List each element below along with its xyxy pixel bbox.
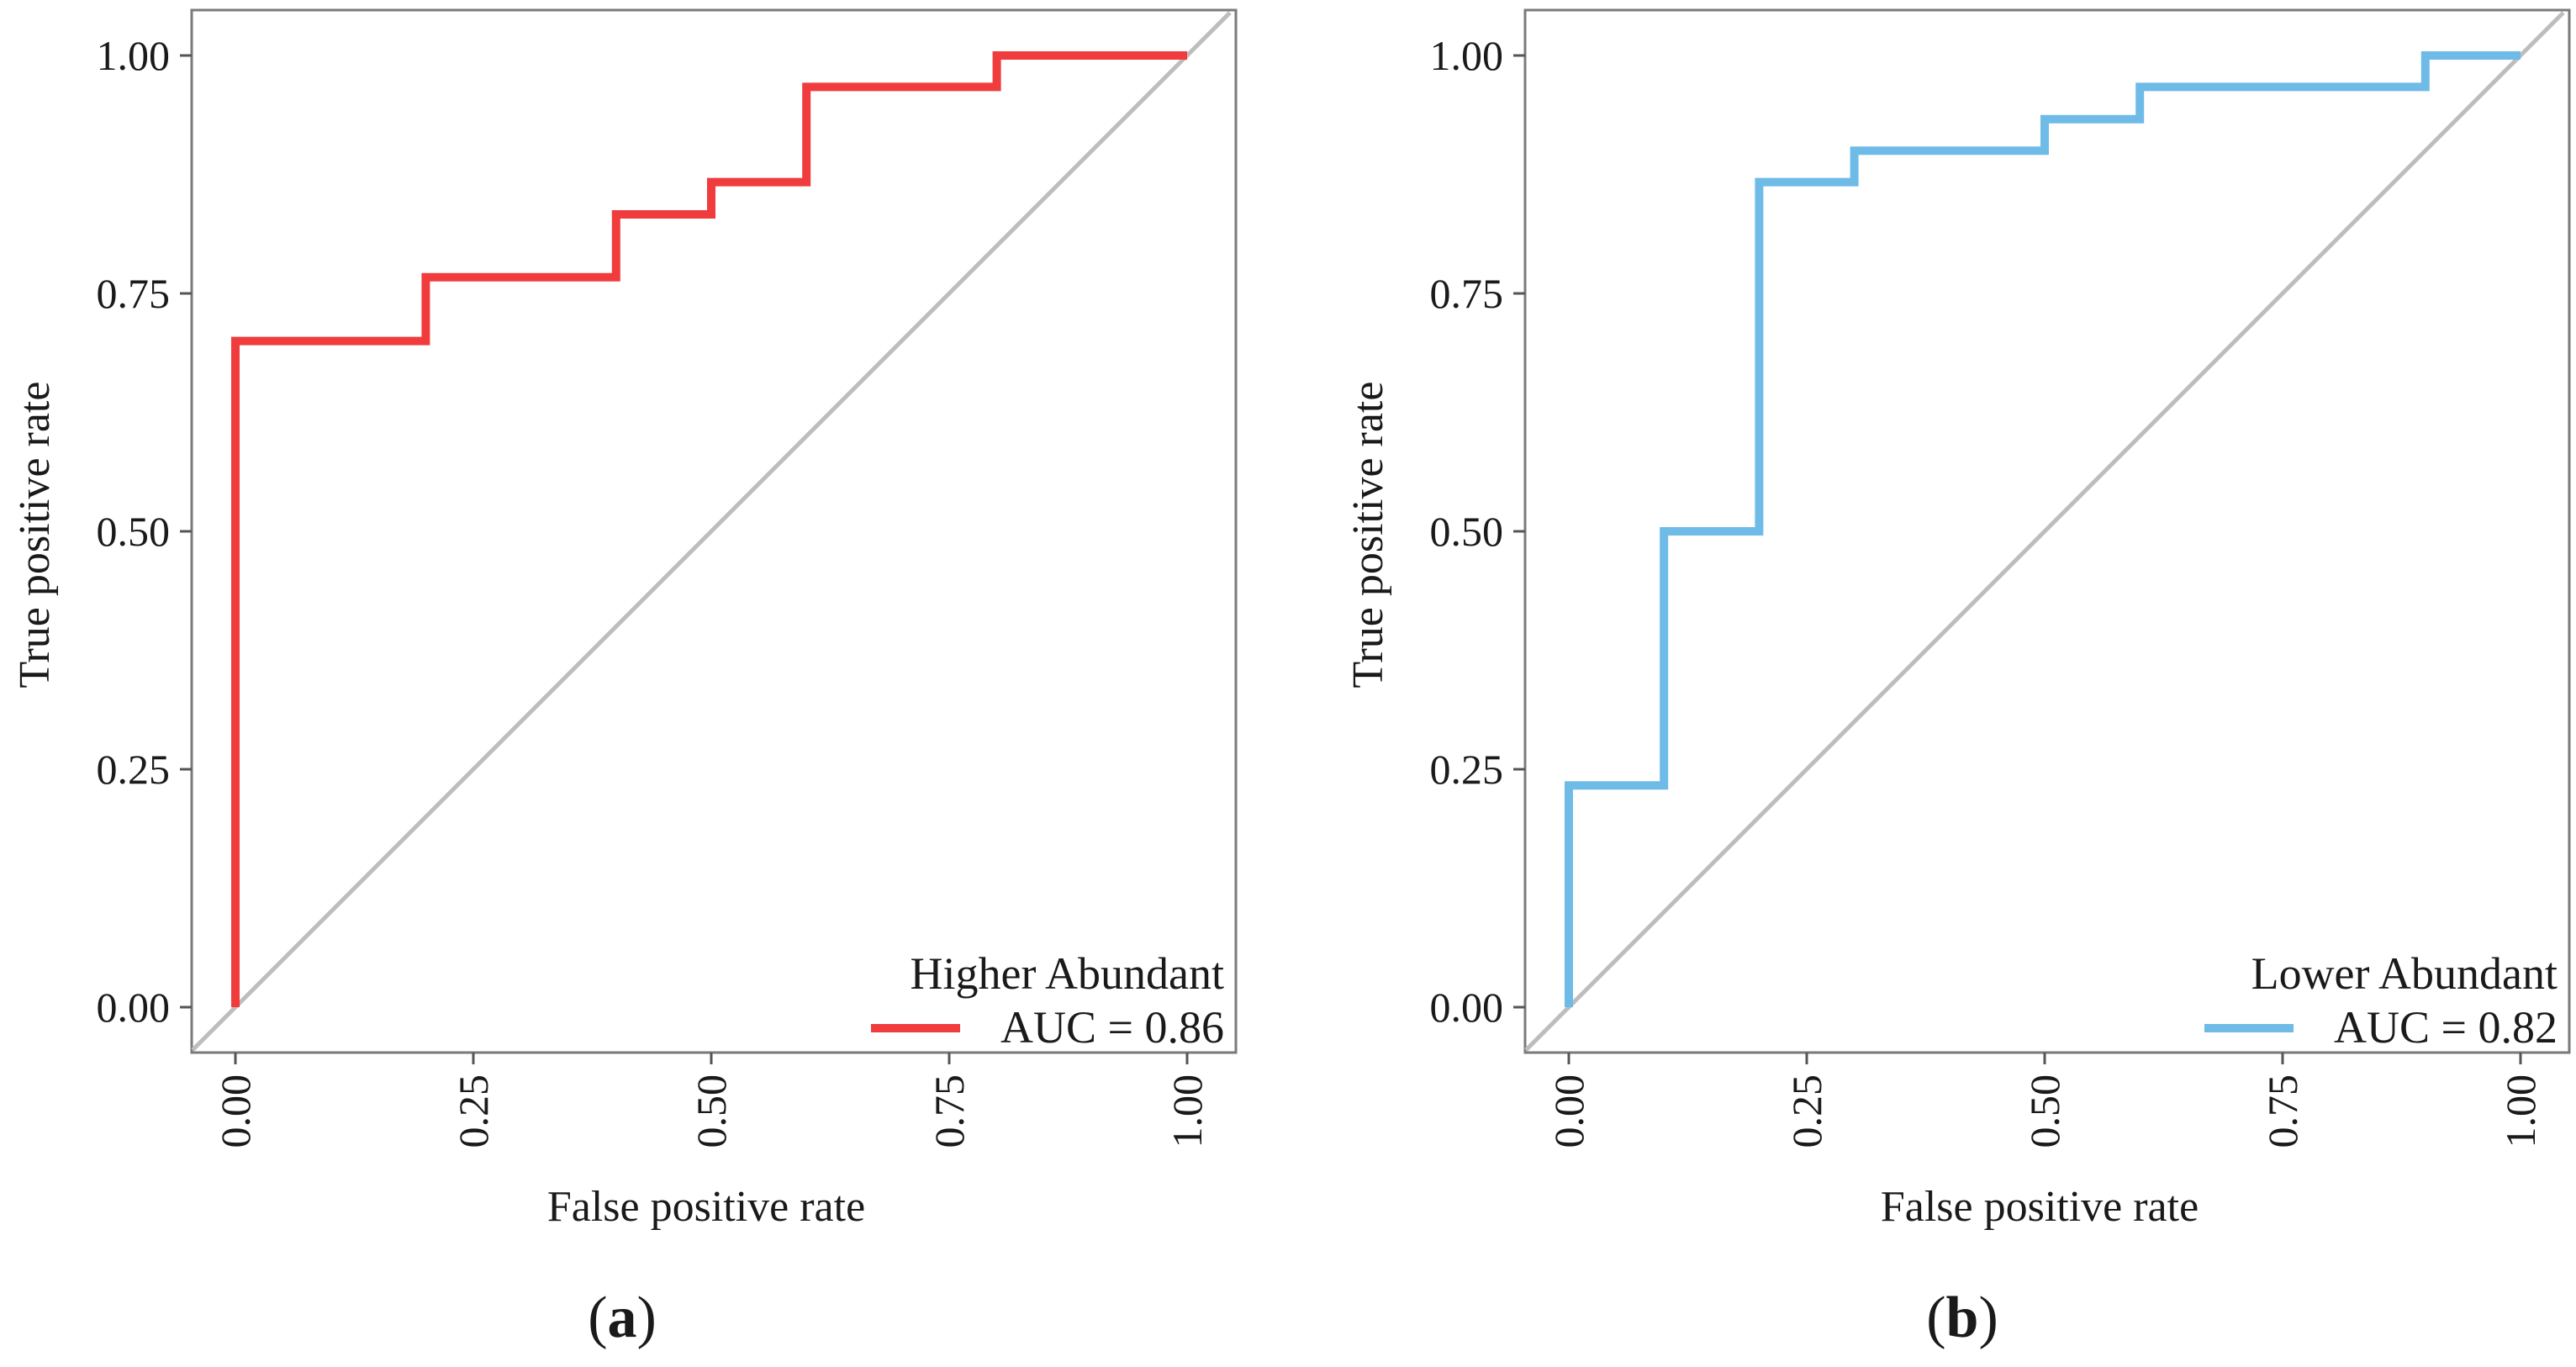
- y-tick-labels: 0.00 0.25 0.50 0.75 1.00: [1430, 32, 1525, 1031]
- x-tick-label: 0.50: [2021, 1074, 2068, 1148]
- legend: Lower Abundant AUC = 0.82: [2204, 948, 2558, 1053]
- x-tick-label: 0.00: [1545, 1074, 1592, 1148]
- x-axis-title: False positive rate: [1881, 1183, 2199, 1231]
- x-tick-label: 1.00: [2497, 1074, 2544, 1148]
- roc-panel-b: 0.00 0.25 0.50 0.75 1.00 0.00 0.25 0.50 0.75 1.0…: [1344, 8, 2571, 1350]
- y-tick-label: 0.25: [1430, 746, 1504, 793]
- x-tick-label: 1.00: [1164, 1074, 1211, 1148]
- y-tick-label: 0.00: [97, 984, 171, 1031]
- legend-label: AUC = 0.82: [2334, 1002, 2558, 1053]
- reference-diagonal-line: [1524, 11, 2565, 1052]
- x-tick-labels: 0.00 0.25 0.50 0.75 1.00: [1545, 1053, 2544, 1148]
- panel-label-b: (b): [1926, 1285, 1998, 1350]
- y-tick-labels: 0.00 0.25 0.50 0.75 1.00: [97, 32, 192, 1031]
- roc-curve-line: [231, 51, 1187, 1007]
- x-tick-labels: 0.00 0.25 0.50 0.75 1.00: [212, 1053, 1211, 1148]
- y-axis-title: True positive rate: [1344, 382, 1392, 689]
- legend: Higher Abundant AUC = 0.86: [871, 948, 1224, 1053]
- paren-open: (: [1926, 1285, 1945, 1350]
- y-tick-label: 0.50: [97, 508, 171, 555]
- x-tick-label: 0.25: [450, 1074, 497, 1148]
- y-axis-title: True positive rate: [11, 382, 59, 689]
- x-axis-title: False positive rate: [547, 1183, 865, 1231]
- roc-curve-line: [1565, 51, 2521, 1007]
- paren-close: ): [637, 1285, 657, 1350]
- y-tick-label: 0.75: [97, 270, 171, 317]
- chart-marks: [191, 11, 1232, 1052]
- legend-title: Higher Abundant: [911, 948, 1224, 999]
- y-tick-label: 1.00: [97, 32, 171, 79]
- x-tick-label: 0.75: [926, 1074, 973, 1148]
- chart-marks: [1524, 11, 2565, 1052]
- y-tick-label: 0.50: [1430, 508, 1504, 555]
- paren-close: ): [1978, 1285, 1998, 1350]
- y-tick-label: 0.00: [1430, 984, 1504, 1031]
- panel-letter: b: [1946, 1285, 1979, 1350]
- legend-label: AUC = 0.86: [1000, 1002, 1224, 1053]
- legend-title: Lower Abundant: [2251, 948, 2558, 999]
- panel-letter: a: [608, 1285, 637, 1350]
- roc-panel-a: 0.00 0.25 0.50 0.75 1.00 0.00 0.25 0.50 0.75 1.0…: [11, 8, 1238, 1350]
- x-tick-label: 0.00: [212, 1074, 259, 1148]
- y-tick-label: 0.25: [97, 746, 171, 793]
- paren-open: (: [588, 1285, 607, 1350]
- reference-diagonal-line: [191, 11, 1232, 1052]
- x-tick-label: 0.75: [2259, 1074, 2306, 1148]
- y-tick-label: 0.75: [1430, 270, 1504, 317]
- panel-label-a: (a): [588, 1285, 657, 1350]
- y-tick-label: 1.00: [1430, 32, 1504, 79]
- x-tick-label: 0.25: [1783, 1074, 1830, 1148]
- x-tick-label: 0.50: [688, 1074, 735, 1148]
